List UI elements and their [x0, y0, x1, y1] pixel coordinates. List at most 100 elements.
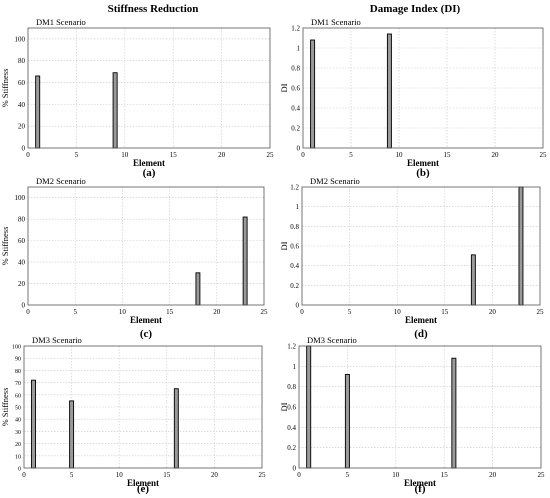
- scenario-label: DM3 Scenario: [307, 335, 357, 345]
- plot-frame: [298, 345, 542, 469]
- x-tick-label: 5: [348, 308, 352, 316]
- y-axis-label: % Stiffness: [0, 388, 10, 427]
- y-tick-label: 0.2: [290, 282, 299, 290]
- y-tick-label: 0: [22, 302, 26, 310]
- y-tick-label: 70: [15, 381, 21, 387]
- y-tick-label: 50: [15, 406, 21, 412]
- x-tick-label: 10: [392, 471, 400, 479]
- x-tick-label: 25: [259, 471, 267, 479]
- bar-element-18: [470, 254, 476, 306]
- x-tick-label: 10: [119, 308, 127, 316]
- y-tick-label: 0: [22, 145, 26, 153]
- y-tick-label: 0.8: [290, 223, 299, 231]
- y-tick-label: 1.2: [291, 25, 300, 33]
- x-axis-label: Element: [407, 158, 439, 168]
- chart-f: 0 5 10 15 20 25 0 0.2 0.4 0.6 0.8 1 1.2 DM3 Scenario E…: [279, 335, 545, 495]
- x-tick-label: 10: [121, 151, 129, 159]
- y-tick-label: 0.6: [287, 404, 296, 412]
- y-tick-label: 0.8: [291, 65, 300, 73]
- scenario-label: DM3 Scenario: [32, 335, 82, 345]
- chart-b: 0 5 10 15 20 25 0 0.2 0.4 0.6 0.8 1 1.2 DM1 Scenario E…: [279, 17, 547, 179]
- y-tick-label: 0: [296, 302, 300, 310]
- x-tick-label: 15: [444, 151, 452, 159]
- bar-element-1: [310, 39, 316, 149]
- x-tick-label: 0: [26, 308, 30, 316]
- y-tick-label: 1: [293, 363, 297, 371]
- x-tick-label: 0: [300, 308, 304, 316]
- x-tick-label: 20: [218, 151, 226, 159]
- bar-element-9: [386, 33, 392, 149]
- x-tick-label: 15: [166, 308, 174, 316]
- x-tick-label: 5: [73, 308, 77, 316]
- bar-element-5: [69, 400, 75, 469]
- x-tick-label: 15: [441, 471, 449, 479]
- x-tick-label: 5: [349, 151, 353, 159]
- x-tick-label: 0: [301, 151, 305, 159]
- y-tick-label: 40: [18, 101, 26, 109]
- x-axis-label: Element: [404, 478, 436, 488]
- y-tick-label: 100: [15, 194, 26, 202]
- x-tick-label: 25: [261, 308, 269, 316]
- x-tick-label: 0: [297, 471, 301, 479]
- chart-d: 0 5 10 15 20 25 0 0.2 0.4 0.6 0.8 1 1.2 DM2 Scenario E…: [279, 176, 544, 340]
- chart-e: 0 5 10 15 20 25 0 10 20 30 40 50 60 70 80 90 100 DM3 Scen…: [0, 335, 266, 495]
- y-tick-label: 80: [18, 57, 26, 65]
- chart-a: 0 5 10 15 20 25 0 20 40 60 80 100 DM1 Scenario Elemen…: [0, 17, 274, 179]
- x-tick-label: 5: [70, 471, 74, 479]
- x-tick-label: 25: [540, 151, 548, 159]
- y-tick-label: 0.4: [291, 105, 300, 113]
- x-tick-label: 10: [396, 151, 404, 159]
- x-tick-label: 5: [346, 471, 350, 479]
- plot-frame: [301, 186, 541, 306]
- y-axis-label: % Stiffness: [0, 227, 10, 266]
- plot-frame: [27, 186, 265, 306]
- column-header-stiffness: Stiffness Reduction: [108, 3, 199, 15]
- bar-element-23: [242, 216, 248, 306]
- scenario-label: DM1 Scenario: [311, 17, 361, 27]
- y-axis-label: DI: [279, 402, 289, 411]
- y-tick-label: 0.6: [290, 243, 299, 251]
- panel-caption: (a): [143, 167, 156, 179]
- y-tick-label: 0.2: [287, 444, 296, 452]
- scenario-label: DM1 Scenario: [36, 17, 86, 27]
- x-tick-label: 20: [213, 308, 221, 316]
- scenario-label: DM2 Scenario: [310, 176, 360, 186]
- x-tick-label: 25: [537, 308, 545, 316]
- x-tick-label: 10: [394, 308, 402, 316]
- x-tick-label: 20: [489, 471, 497, 479]
- y-tick-label: 100: [12, 345, 21, 351]
- panel-caption: (c): [140, 328, 153, 340]
- x-tick-label: 15: [441, 308, 449, 316]
- x-tick-label: 0: [22, 471, 26, 479]
- bar-element-1: [35, 75, 41, 149]
- y-tick-label: 0.6: [291, 85, 300, 93]
- panel-caption: (f): [415, 483, 426, 495]
- y-tick-label: 1.2: [287, 343, 296, 351]
- scenario-label: DM2 Scenario: [36, 176, 86, 186]
- y-tick-label: 20: [18, 280, 26, 288]
- plot-frame: [302, 27, 544, 149]
- y-axis-label: DI: [279, 83, 289, 92]
- x-tick-label: 10: [116, 471, 124, 479]
- y-axis-label: DI: [279, 241, 289, 250]
- x-axis-label: Element: [133, 158, 165, 168]
- y-tick-label: 60: [18, 237, 26, 245]
- panel-caption: (d): [414, 328, 428, 340]
- y-tick-label: 1: [297, 45, 301, 53]
- x-tick-label: 15: [170, 151, 178, 159]
- bar-element-18: [195, 272, 201, 306]
- y-tick-label: 100: [15, 35, 26, 43]
- bar-element-1: [306, 345, 312, 469]
- bar-element-5: [344, 374, 350, 469]
- y-tick-label: 60: [15, 393, 21, 399]
- column-header-damage-index: Damage Index (DI): [370, 3, 461, 15]
- bar-element-16: [173, 388, 179, 469]
- y-axis-label: % Stiffness: [0, 69, 10, 108]
- y-tick-label: 1: [296, 203, 300, 211]
- plot-frame: [27, 27, 271, 149]
- x-tick-label: 25: [538, 471, 546, 479]
- y-tick-label: 1.2: [290, 184, 299, 192]
- y-tick-label: 20: [15, 442, 21, 448]
- y-tick-label: 60: [18, 79, 26, 87]
